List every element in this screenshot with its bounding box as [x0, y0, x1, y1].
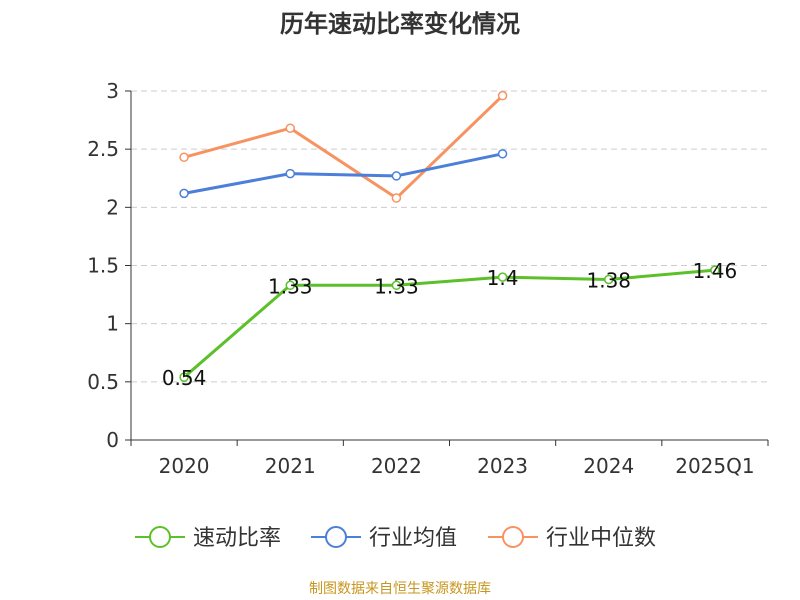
y-tick-label: 3: [106, 79, 119, 103]
x-tick-label: 2024: [583, 454, 634, 478]
data-label: 1.46: [693, 259, 738, 283]
data-label: 0.54: [162, 366, 207, 390]
legend-label: 行业中位数: [546, 526, 656, 551]
x-tick-label: 2020: [159, 454, 210, 478]
series-line: [183, 152, 503, 195]
grid-lines: [131, 90, 768, 383]
data-point[interactable]: [497, 272, 508, 282]
data-point[interactable]: [285, 280, 295, 291]
data-point[interactable]: [179, 188, 189, 199]
data-labels: 0.54 1.33 1.33 1.4 1.38 1.46: [162, 259, 737, 390]
legend-marker: [149, 526, 171, 548]
data-point[interactable]: [710, 265, 720, 275]
data-point[interactable]: [497, 90, 508, 101]
x-tick-label: 2022: [371, 454, 422, 478]
legend: 速动比率 行业均值 行业中位数: [135, 526, 656, 551]
series-line: [183, 268, 716, 379]
source-note: 制图数据来自恒生聚源数据库: [309, 581, 491, 597]
data-point[interactable]: [604, 274, 614, 285]
data-point[interactable]: [391, 193, 402, 203]
y-tick-label: 2.5: [87, 137, 119, 161]
data-label: 1.33: [268, 274, 313, 298]
data-point[interactable]: [179, 372, 189, 382]
data-label: 1.4: [487, 266, 519, 290]
data-point[interactable]: [179, 152, 189, 163]
y-tick-label: 1: [106, 312, 119, 336]
data-label: 1.38: [586, 268, 631, 292]
x-tick-label: 2021: [265, 454, 316, 478]
legend-label: 速动比率: [193, 526, 281, 551]
legend-marker: [325, 526, 347, 548]
series: [179, 90, 720, 382]
data-point[interactable]: [391, 280, 402, 291]
y-tick-label: 0: [106, 428, 119, 452]
x-tick-label: 2023: [477, 454, 528, 478]
y-tick-label: 2: [106, 195, 119, 219]
legend-marker: [502, 526, 524, 548]
legend-item[interactable]: 行业均值: [311, 526, 457, 551]
data-point[interactable]: [285, 168, 295, 179]
data-label: 1.33: [374, 274, 419, 298]
legend-item[interactable]: 速动比率: [135, 526, 281, 551]
data-point[interactable]: [391, 171, 402, 181]
series-line: [183, 94, 504, 200]
data-point[interactable]: [497, 149, 508, 159]
y-tick-label: 1.5: [87, 254, 119, 278]
y-tick-label: 0.5: [87, 370, 119, 394]
chart-title: 历年速动比率变化情况: [280, 10, 520, 38]
legend-label: 行业均值: [369, 526, 457, 551]
legend-item[interactable]: 行业中位数: [488, 526, 656, 551]
x-tick-label: 2025Q1: [675, 454, 754, 478]
data-point[interactable]: [285, 123, 295, 133]
axes: 0 0.5 1 1.5 2 2.5 3 2020 2021 2022 2023 2024 2025Q1: [87, 79, 769, 478]
